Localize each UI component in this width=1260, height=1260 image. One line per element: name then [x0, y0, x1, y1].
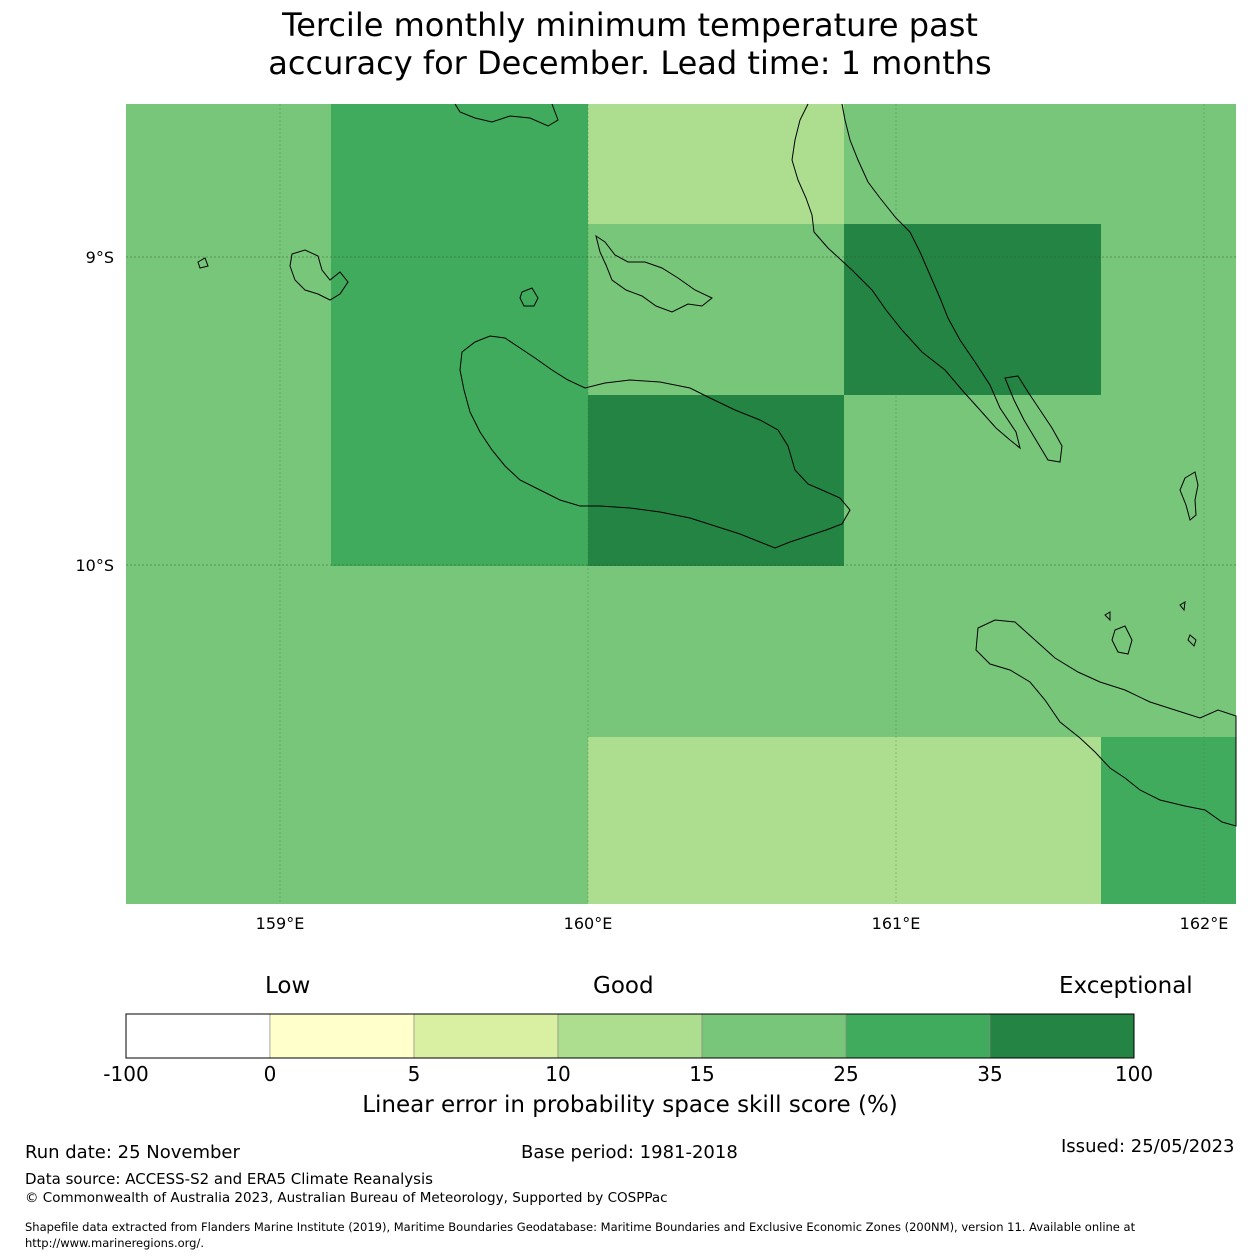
colorbar-tick: 25 [833, 1062, 859, 1086]
grid-cell [1101, 224, 1236, 395]
coastline-islet-se-3 [1187, 634, 1197, 647]
lon-tick-label: 159°E [256, 914, 305, 933]
legend-category-good: Good [593, 973, 654, 999]
colorbar-swatch [845, 1013, 991, 1059]
grid-cell [331, 737, 588, 904]
run-date: Run date: 25 November [25, 1142, 240, 1163]
colorbar-tick: 15 [689, 1062, 715, 1086]
lon-tick-label: 161°E [872, 914, 921, 933]
colorbar-tick: -100 [103, 1062, 149, 1086]
grid-cell [588, 224, 844, 395]
legend-category-low: Low [265, 973, 311, 999]
lat-tick-label: 9°S [86, 248, 114, 267]
map-title: Tercile monthly minimum temperature past… [0, 6, 1260, 82]
grid-cell [588, 395, 844, 566]
shapefile-credit-line-1: Shapefile data extracted from Flanders M… [25, 1220, 1136, 1234]
coastline-guadalcanal [459, 335, 851, 549]
lat-tick-label: 10°S [75, 556, 114, 575]
colorbar-tick: 0 [263, 1062, 277, 1086]
colorbar-swatch [557, 1013, 703, 1059]
legend-category-exceptional: Exceptional [1059, 973, 1193, 999]
colorbar-tick: 35 [977, 1062, 1003, 1086]
colorbar-tick: 100 [1114, 1062, 1154, 1086]
colorbar-swatch [269, 1013, 415, 1059]
grid-cell [331, 104, 588, 224]
grid-cell [1101, 737, 1236, 904]
grid-cell [331, 395, 588, 566]
coastline-islet-se-1 [1104, 611, 1111, 622]
copyright: © Commonwealth of Australia 2023, Austra… [25, 1190, 668, 1206]
grid-cell [1101, 395, 1236, 566]
colorbar-swatch [701, 1013, 847, 1059]
issued-date: Issued: 25/05/2023 [1061, 1136, 1235, 1157]
data-source: Data source: ACCESS-S2 and ERA5 Climate … [25, 1170, 433, 1188]
grid-cell [126, 737, 331, 904]
coastline-makira [975, 619, 1237, 827]
coastlines [197, 103, 1237, 827]
colorbar-border [125, 1013, 1135, 1059]
shapefile-credit-line-2: http://www.marineregions.org/. [25, 1236, 204, 1250]
lon-tick-label: 160°E [564, 914, 613, 933]
grid-cell [844, 224, 1101, 395]
grid-cell [588, 104, 844, 224]
skill-grid [126, 104, 1236, 904]
grid-cell [331, 566, 588, 737]
grid-cell [1101, 566, 1236, 737]
colorbar [125, 1013, 1135, 1059]
grid-cell [126, 224, 331, 395]
colorbar-tick: 5 [407, 1062, 421, 1086]
grid-cell [588, 566, 844, 737]
grid-cell [126, 395, 331, 566]
axis-tick-labels: 159°E 160°E 161°E 162°E 9°S 10°S [75, 248, 1228, 933]
coastline-russell-islands [289, 249, 349, 301]
grid-cell [844, 395, 1101, 566]
title-line-1: Tercile monthly minimum temperature past [282, 6, 978, 44]
grid-cell [588, 737, 844, 904]
colorbar-tick: 10 [545, 1062, 571, 1086]
coastline-islet-se-2 [1179, 601, 1186, 612]
base-period: Base period: 1981-2018 [521, 1142, 738, 1163]
coastline-island-east [1179, 471, 1199, 521]
coastline-savo [519, 287, 539, 307]
colorbar-title: Linear error in probability space skill … [362, 1092, 898, 1118]
grid-cell [126, 566, 331, 737]
title-line-2: accuracy for December. Lead time: 1 mont… [268, 44, 992, 82]
grid-cell [844, 737, 1101, 904]
grid-cell [126, 104, 331, 224]
grid-cell [1101, 104, 1236, 224]
coastline-small-island-se [1111, 625, 1133, 655]
graticule [126, 104, 1236, 904]
coastline-north-fragment [454, 103, 559, 127]
colorbar-swatch [413, 1013, 559, 1059]
coastline-santa-isabel [791, 103, 1021, 450]
lon-tick-label: 162°E [1180, 914, 1229, 933]
grid-cell [331, 224, 588, 395]
coastline-islet-west [197, 257, 209, 269]
grid-cell [844, 104, 1101, 224]
colorbar-swatch [125, 1013, 271, 1059]
coastline-florida-islands [595, 234, 713, 313]
grid-cell [844, 566, 1101, 737]
coastline-island-se-small [1004, 375, 1063, 463]
colorbar-swatch [989, 1013, 1135, 1059]
